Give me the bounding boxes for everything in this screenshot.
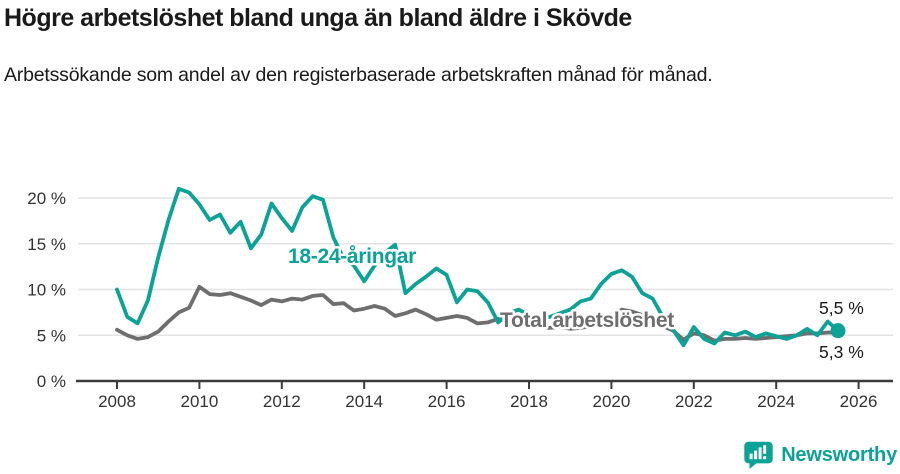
x-tick-label-2022: 2022	[675, 392, 713, 411]
x-tick-label-2020: 2020	[592, 392, 630, 411]
y-tick-label-10: 10 %	[27, 281, 66, 300]
x-tick-label-2016: 2016	[428, 392, 466, 411]
y-tick-label-0: 0 %	[37, 372, 66, 391]
newsworthy-speech-bubble-icon	[744, 441, 773, 469]
x-tick-label-2014: 2014	[345, 392, 383, 411]
end-label-youth: 5,5 %	[819, 298, 864, 318]
series-label-total: Total arbetslöshet	[500, 309, 674, 332]
x-tick-label-2008: 2008	[98, 392, 136, 411]
x-tick-label-2024: 2024	[757, 392, 795, 411]
series-label-youth: 18-24-åringar	[288, 245, 416, 268]
y-tick-label-5: 5 %	[37, 326, 66, 345]
y-tick-label-20: 20 %	[27, 189, 66, 208]
brand-name: Newsworthy	[781, 444, 897, 466]
chart-subtitle: Arbetssökande som andel av den registerb…	[4, 64, 713, 86]
x-tick-label-2012: 2012	[263, 392, 301, 411]
newsworthy-logo[interactable]: Newsworthy	[743, 441, 897, 470]
y-tick-label-15: 15 %	[27, 235, 66, 254]
end-label-total: 5,3 %	[819, 342, 864, 362]
x-tick-label-2026: 2026	[840, 392, 878, 411]
end-dot-youth	[830, 323, 846, 339]
bar-chart-glyph	[749, 445, 767, 460]
x-tick-label-2010: 2010	[180, 392, 218, 411]
x-tick-label-2018: 2018	[510, 392, 548, 411]
page-title: Högre arbetslöshet bland unga än bland ä…	[4, 4, 632, 32]
series-line-youth	[115, 186, 840, 348]
line-chart: 2008 2010 2012 2014 2016 2018 2020 2022 2024 2026…	[27, 186, 893, 411]
